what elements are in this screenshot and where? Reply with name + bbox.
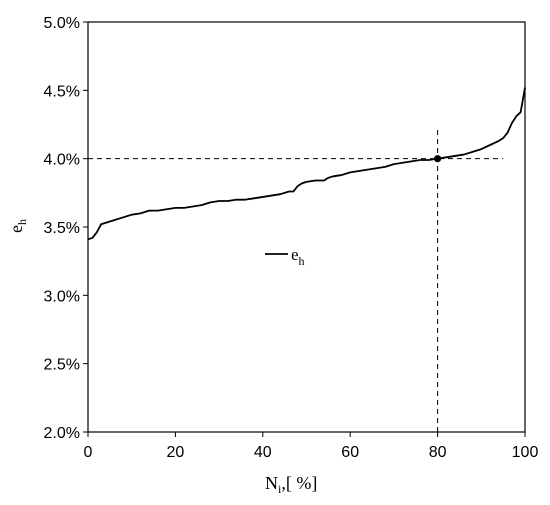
plot-frame <box>87 21 526 433</box>
x-axis-suffix: ,[ %] <box>281 473 317 493</box>
y-axis-main: e <box>6 225 26 233</box>
x-tick-label: 80 <box>429 444 447 461</box>
x-axis-title: Ni,[ %] <box>265 473 317 496</box>
y-tick-label: 2.0% <box>44 425 80 442</box>
y-tick-label: 5.0% <box>44 15 80 32</box>
x-tick-label: 0 <box>84 444 93 461</box>
x-tick-label: 100 <box>512 444 539 461</box>
x-tick-label: 40 <box>254 444 272 461</box>
x-tick-label: 20 <box>167 444 185 461</box>
legend: eh <box>265 245 305 268</box>
x-tick-label: 60 <box>341 444 359 461</box>
y-tick-label: 3.5% <box>44 220 80 237</box>
series-line-eh <box>87 87 526 241</box>
legend-main: e <box>291 245 299 264</box>
x-axis-main: N <box>265 473 278 493</box>
y-tick-label: 3.0% <box>44 288 80 305</box>
x-axis-sub: i <box>278 482 282 496</box>
x-axis-ticks: 0 20 40 60 80 100 <box>84 432 539 461</box>
y-axis-ticks: 2.0% 2.5% 3.0% 3.5% 4.0% 4.5% 5.0% <box>44 15 88 442</box>
marker-point <box>434 155 442 163</box>
y-tick-label: 4.0% <box>44 152 80 169</box>
y-tick-label: 4.5% <box>44 83 80 100</box>
legend-label: eh <box>291 245 305 268</box>
legend-sub: h <box>299 254 305 268</box>
y-axis-title: eh <box>6 219 29 233</box>
y-axis-sub: h <box>15 219 29 225</box>
y-tick-label: 2.5% <box>44 357 80 374</box>
